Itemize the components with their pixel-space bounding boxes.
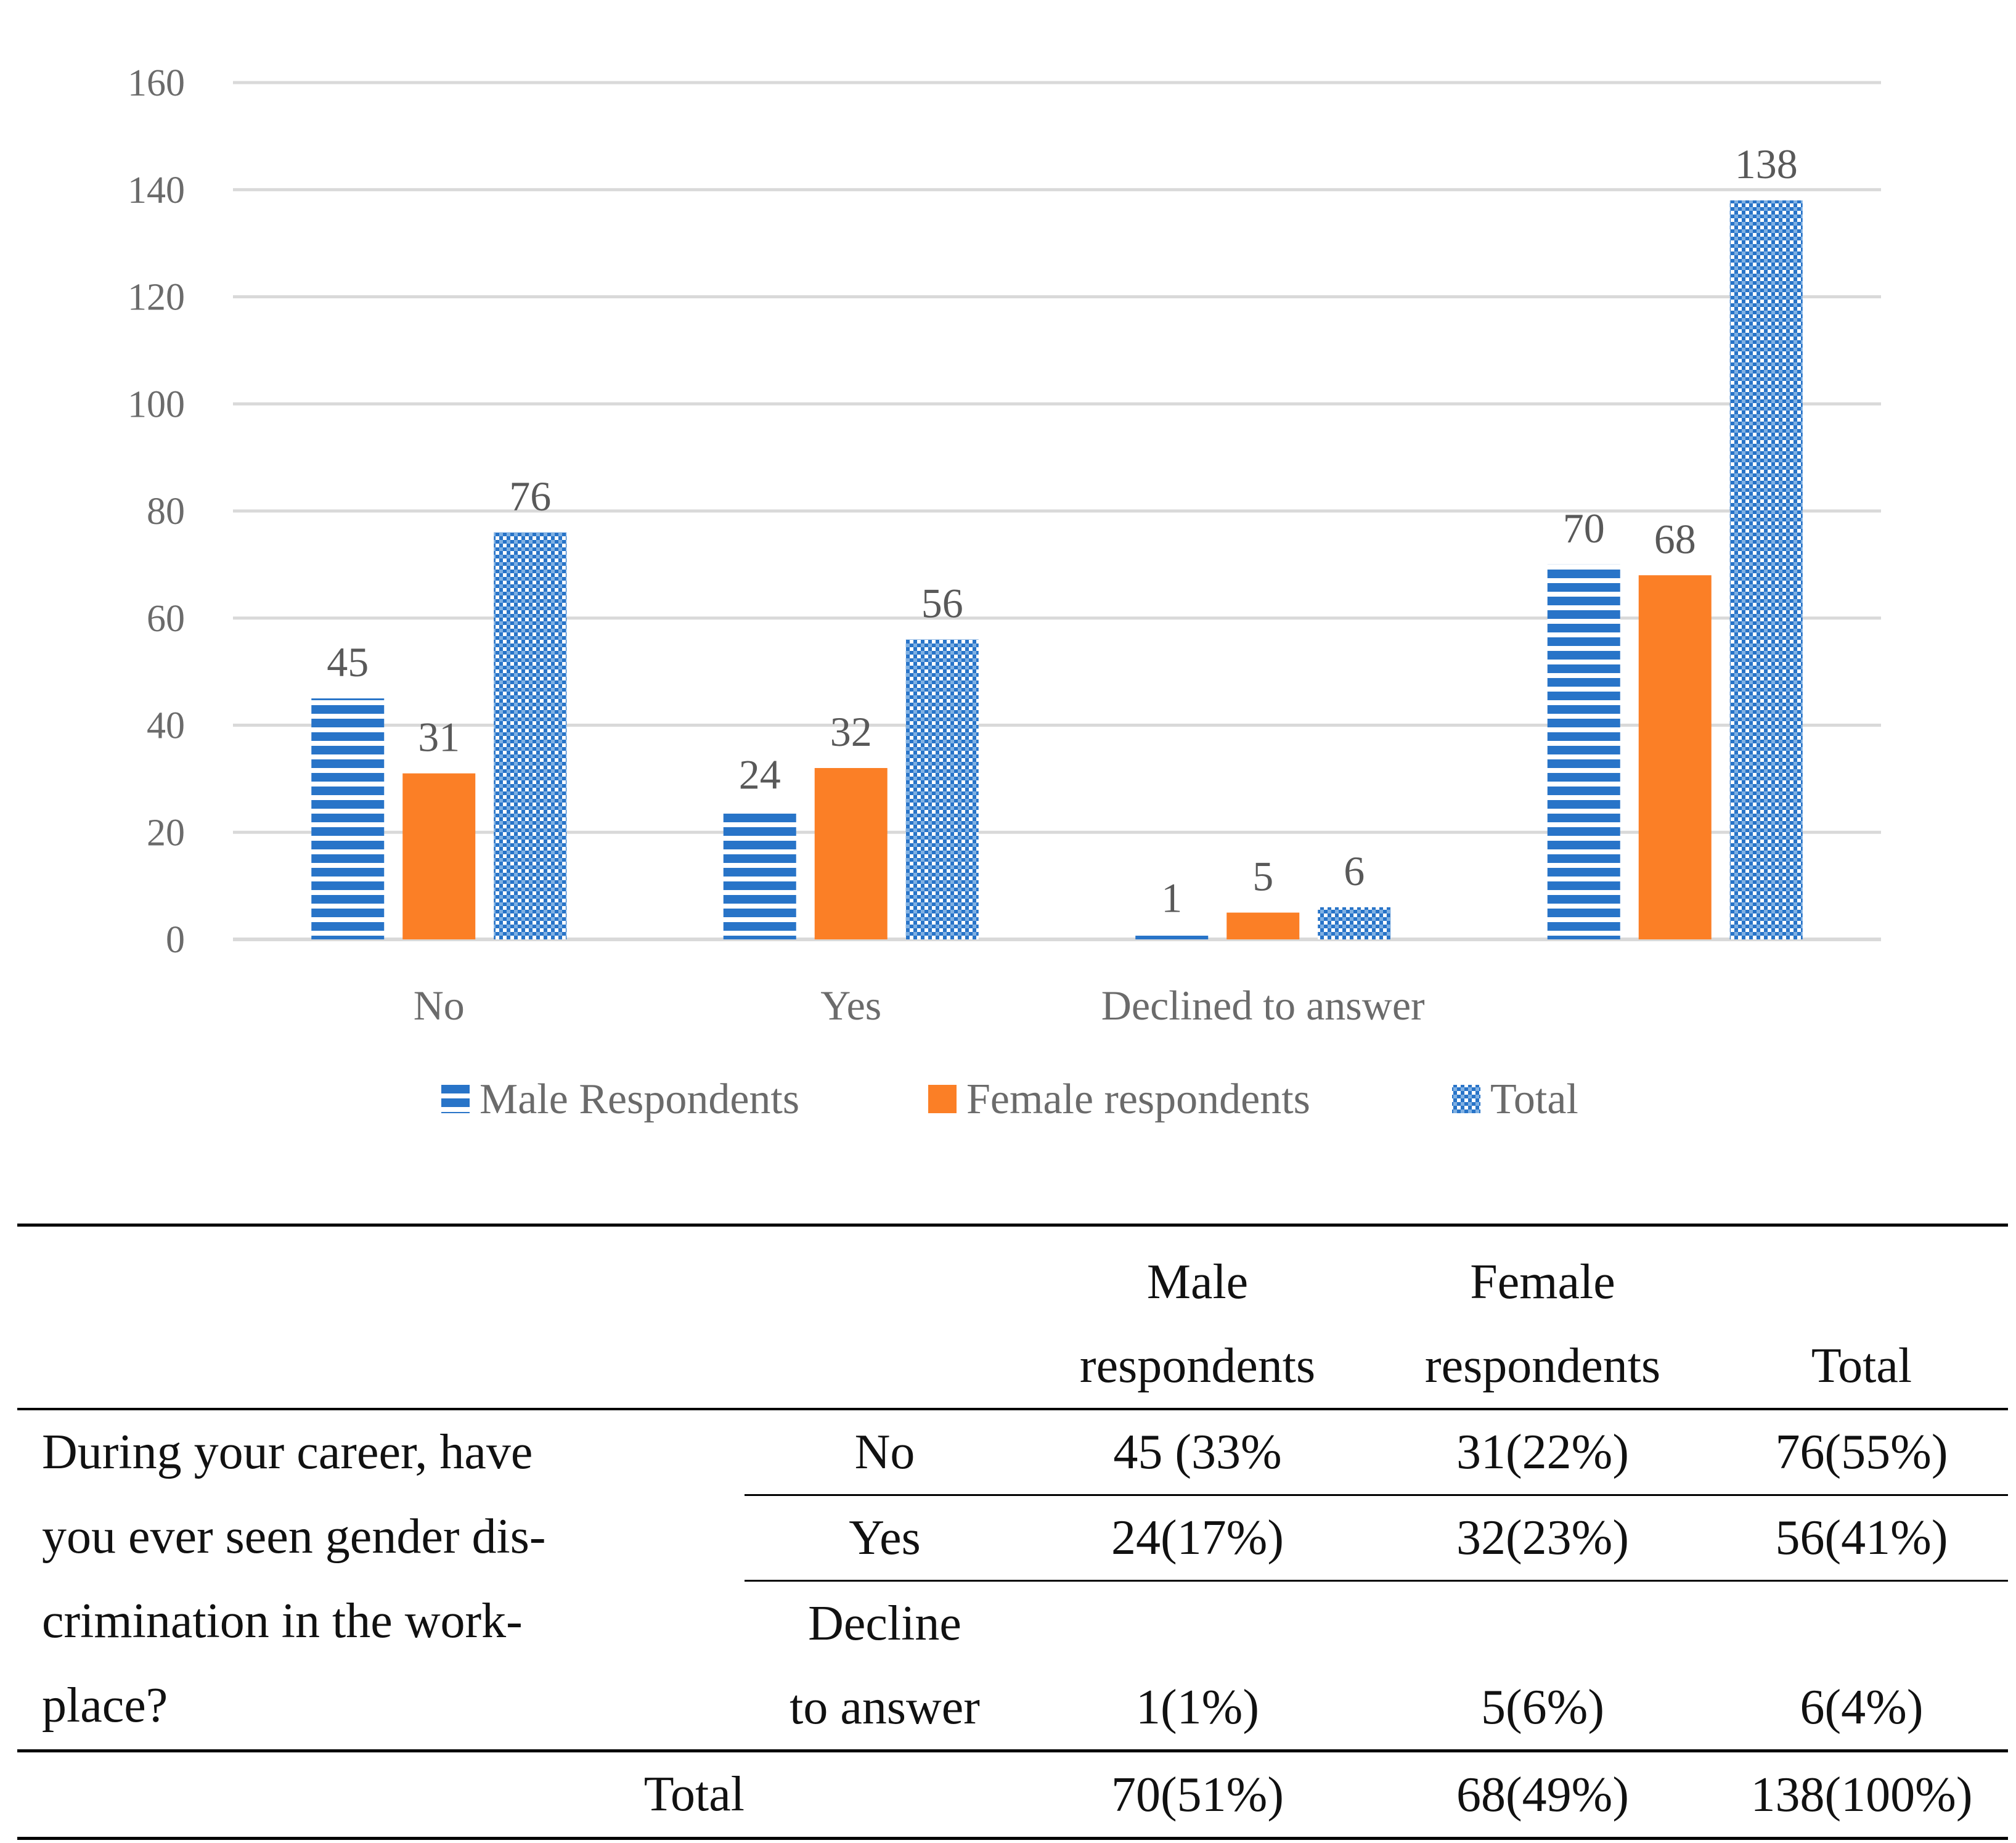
y-tick-label: 100 — [128, 383, 185, 425]
total-male: 70(51%) — [1025, 1749, 1370, 1840]
data-label: 45 — [327, 639, 369, 685]
male-decline: 1(1%) — [1025, 1580, 1370, 1751]
data-label: 1 — [1161, 874, 1182, 921]
legend-swatch — [441, 1085, 470, 1113]
bar — [1638, 575, 1712, 939]
question-line: you ever seen gender dis- — [42, 1510, 546, 1564]
header-total: Total — [1715, 1224, 2008, 1410]
header-female-line2: respondents — [1424, 1339, 1661, 1393]
bar — [723, 811, 796, 939]
question-line: During your career, have — [42, 1425, 533, 1479]
bar — [814, 768, 888, 939]
header-female-line1: Female — [1470, 1255, 1615, 1309]
x-category-label: Declined to answer — [1101, 982, 1425, 1029]
y-tick-label: 140 — [128, 170, 185, 211]
bar — [905, 639, 979, 939]
legend-label: Total — [1490, 1076, 1578, 1123]
bar — [1226, 912, 1300, 939]
response-yes: Yes — [745, 1494, 1025, 1581]
total-female: 68(49%) — [1370, 1749, 1715, 1840]
legend-swatch — [928, 1085, 957, 1113]
table-row-decline: Decline to answer 1(1%) 5(6%) 6(4%) — [17, 1580, 2008, 1751]
header-male-line1: Male — [1146, 1255, 1249, 1309]
y-tick-label: 40 — [147, 705, 185, 747]
female-decline: 5(6%) — [1370, 1580, 1715, 1751]
question-line: place? — [42, 1678, 168, 1733]
legend-label: Male Respondents — [480, 1076, 799, 1123]
data-label: 70 — [1563, 505, 1605, 552]
total-decline: 6(4%) — [1715, 1580, 2008, 1751]
y-tick-label: 0 — [166, 919, 185, 961]
x-category-label: No — [414, 982, 465, 1029]
y-tick-label: 160 — [128, 62, 185, 104]
y-tick-label: 20 — [147, 812, 185, 854]
header-male: Male respondents — [1025, 1224, 1370, 1410]
total-blank — [745, 1749, 1025, 1840]
data-label: 56 — [921, 580, 963, 627]
data-label: 24 — [739, 751, 781, 798]
data-label: 32 — [830, 708, 872, 755]
total-no: 76(55%) — [1775, 1425, 1948, 1479]
data-label: 31 — [418, 714, 460, 761]
results-table: Male respondents Female respondents Total … — [17, 1224, 2008, 1840]
x-category-label: Yes — [820, 982, 881, 1029]
female-no: 31(22%) — [1456, 1425, 1629, 1479]
bar — [1318, 907, 1391, 939]
data-label: 5 — [1252, 853, 1273, 900]
question-cell: During your career, have you ever seen g… — [17, 1409, 745, 1751]
total-yes: 56(41%) — [1715, 1494, 2008, 1581]
gridlines — [233, 81, 1881, 941]
bar — [1729, 200, 1803, 939]
table-header-row: Male respondents Female respondents Total — [17, 1224, 2008, 1410]
bar — [494, 532, 567, 939]
header-blank-question — [17, 1224, 745, 1410]
response-decline-line1: Decline — [808, 1596, 961, 1651]
bar — [311, 698, 385, 939]
table-row-yes: Yes 24(17%) 32(23%) 56(41%) — [17, 1494, 2008, 1581]
legend-label: Female respondents — [966, 1076, 1310, 1123]
legend: Male Respondents Female respondents Total — [441, 1076, 1578, 1123]
data-label: 76 — [509, 473, 551, 520]
bar — [1547, 564, 1620, 939]
header-male-line2: respondents — [1079, 1339, 1316, 1393]
response-no: No — [854, 1425, 915, 1479]
legend-swatch — [1452, 1085, 1480, 1113]
data-label: 68 — [1654, 515, 1696, 562]
data-label: 138 — [1735, 141, 1798, 187]
table-total-row: Total 70(51%) 68(49%) 138(100%) — [17, 1749, 2008, 1840]
table-row-no: During your career, have you ever seen g… — [17, 1409, 2008, 1733]
question-line: crimination in the work- — [42, 1594, 523, 1648]
total-total: 138(100%) — [1715, 1749, 2008, 1840]
x-axis-categories: No Yes Declined to answer — [414, 982, 1425, 1029]
bar — [1135, 934, 1209, 939]
response-decline-line2: to answer — [790, 1680, 980, 1735]
data-label: 6 — [1344, 848, 1365, 894]
y-axis-ticks: 0 20 40 60 80 100 120 140 160 — [128, 62, 185, 961]
bar — [402, 773, 476, 939]
bars — [311, 200, 1803, 939]
total-label: Total — [17, 1749, 745, 1840]
female-yes: 32(23%) — [1370, 1494, 1715, 1581]
y-tick-label: 80 — [147, 491, 185, 533]
header-blank-response — [745, 1224, 1025, 1410]
response-decline: Decline to answer — [745, 1580, 1025, 1751]
y-tick-label: 120 — [128, 277, 185, 319]
male-no: 45 (33% — [1113, 1425, 1282, 1479]
header-female: Female respondents — [1370, 1224, 1715, 1410]
male-yes: 24(17%) — [1025, 1494, 1370, 1581]
y-tick-label: 60 — [147, 598, 185, 640]
